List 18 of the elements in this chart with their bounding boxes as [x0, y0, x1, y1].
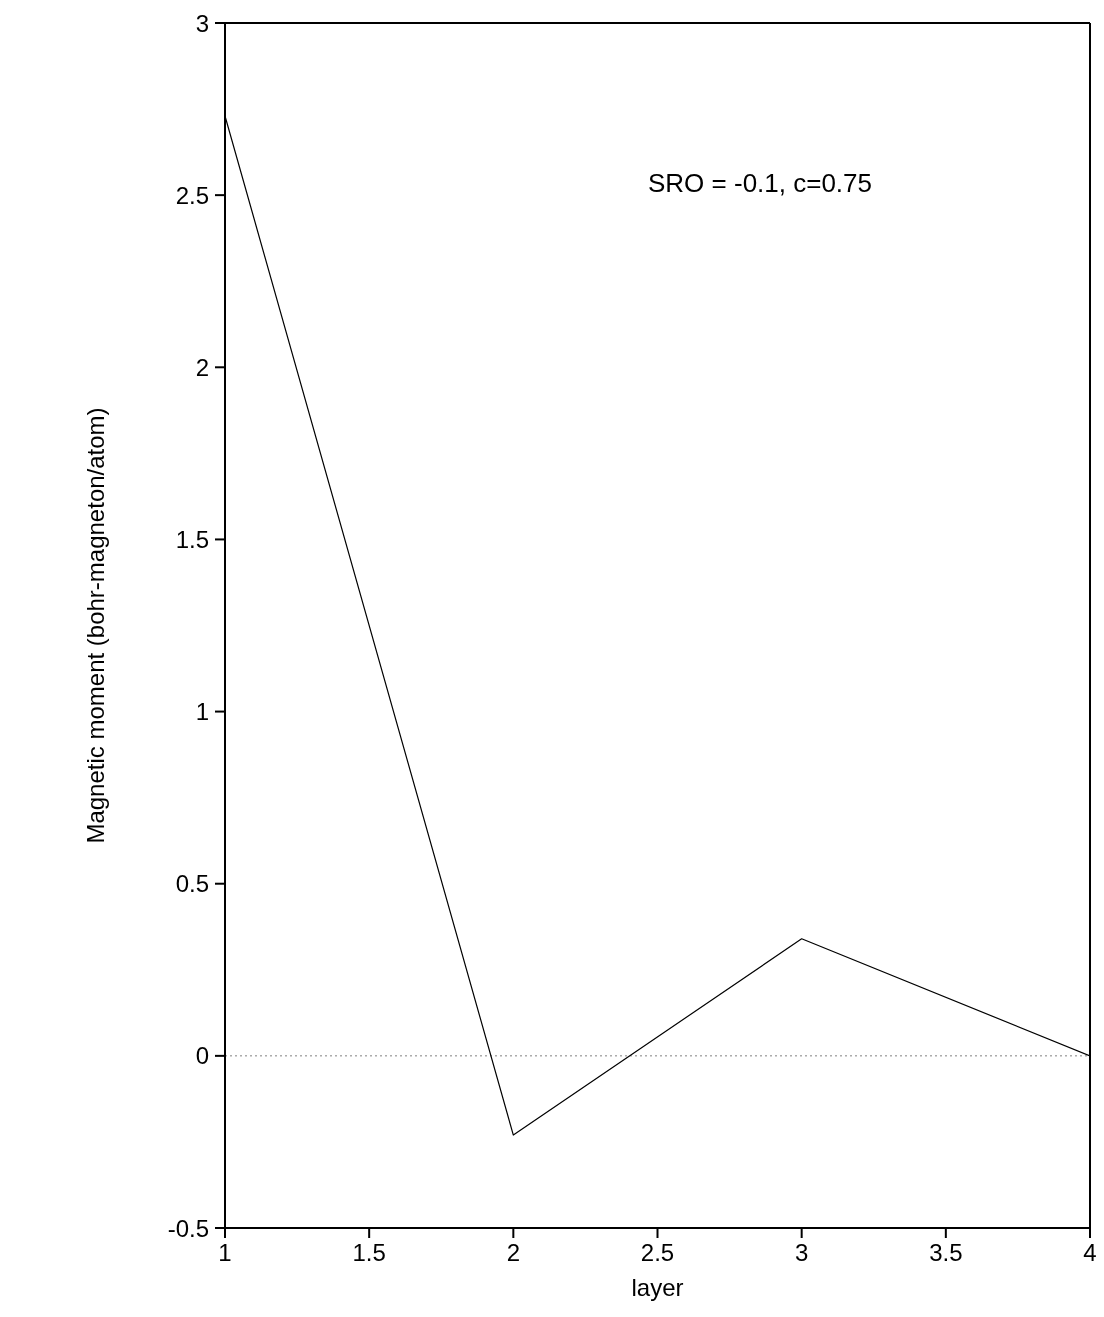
y-tick-label: 0.5 — [175, 870, 209, 898]
y-tick-label: 1 — [195, 698, 209, 726]
y-tick-label: 2 — [195, 353, 209, 381]
annotation: SRO = -0.1, c=0.75 — [648, 168, 873, 199]
x-tick-label: 2.5 — [640, 1239, 675, 1267]
x-tick-label: 2 — [506, 1239, 521, 1267]
x-tick-label: 1 — [218, 1239, 232, 1267]
x-tick-label: 3.5 — [929, 1239, 963, 1267]
x-tick-label: 4 — [1083, 1239, 1097, 1267]
y-tick-label: 0 — [195, 1042, 209, 1070]
y-tick-label: 3 — [195, 9, 209, 37]
y-tick-label: -0.5 — [167, 1214, 209, 1242]
x-tick-label: 3 — [794, 1239, 809, 1267]
y-axis-title: Magnetic moment (bohr-magneton/atom) — [81, 407, 109, 844]
x-tick-label: 1.5 — [352, 1239, 386, 1267]
y-tick-label: 2.5 — [175, 181, 209, 209]
y-tick-label: 1.5 — [175, 525, 209, 553]
x-axis-title: layer — [631, 1274, 684, 1301]
